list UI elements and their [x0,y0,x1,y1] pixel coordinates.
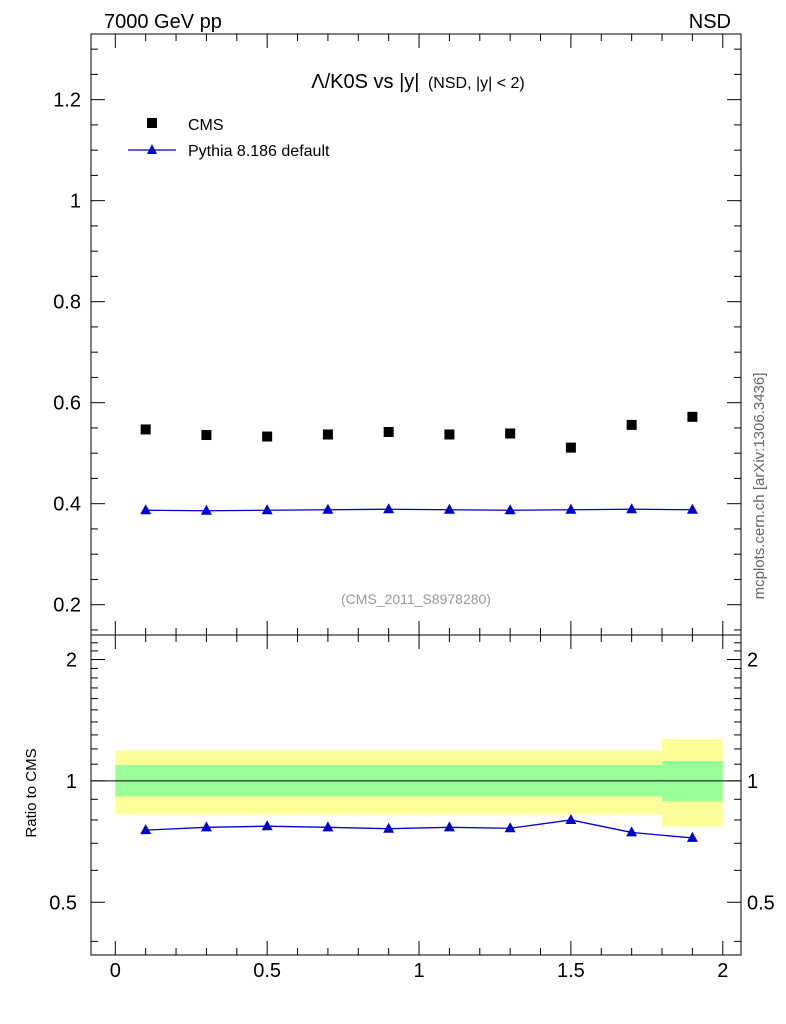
main-y-tick-label: 0.6 [53,393,81,415]
ratio-y-tick-label-left: 1 [66,771,77,793]
source-side-label: mcplots.cern.ch [arXiv:1306.3436] [751,373,768,600]
main-y-tick-label: 1.2 [53,90,81,112]
ratio-point [322,821,334,832]
analysis-id-label: (CMS_2011_S8978280) [341,591,491,607]
ratio-y-tick-label-left: 0.5 [49,892,77,914]
header-energy-label: 7000 GeV pp [104,11,222,33]
ratio-series-line [145,819,693,839]
x-tick-label: 1 [413,960,424,982]
ratio-point [140,824,152,835]
main-axis-ticks: 0.2 0.4 0.6 0.8 1 1.2 [53,48,741,631]
pythia-point [200,504,212,515]
x-tick-label: 0 [110,960,121,982]
pythia-point [140,504,152,515]
pythia-point [565,503,577,514]
ratio-series [140,813,698,842]
cms-point [262,431,273,442]
cms-point [687,411,698,422]
cms-point [565,442,576,453]
plot-title-main: Λ/K0S vs |y| [311,71,419,93]
pythia-point [261,504,273,515]
pythia-point [686,503,698,514]
ratio-point [626,826,638,837]
pythia-point [626,503,638,514]
main-y-tick-label: 0.2 [53,595,81,617]
main-series [140,411,698,515]
ratio-point [443,821,455,832]
x-axis-ticks: 0 0.5 1 1.5 2 [110,34,728,982]
pythia-point [443,503,455,514]
pythia-series-line [145,508,693,512]
cms-point [626,419,637,430]
ratio-point [686,831,698,842]
ratio-point [261,820,273,831]
ratio-y-tick-label-left: 2 [66,649,77,671]
ratio-point [383,822,395,833]
plot-title-sub: (NSD, |y| < 2) [428,75,525,92]
plot-title: Λ/K0S vs |y| (NSD, |y| < 2) [311,71,524,93]
main-y-tick-label: 0.8 [53,292,81,314]
cms-point [383,426,394,437]
x-tick-label: 0.5 [253,960,281,982]
ratio-frame [90,634,742,956]
ratio-y-tick-label-right: 2 [747,649,758,671]
ratio-point [565,813,577,824]
legend-cms-label: CMS [188,117,224,134]
cms-point [444,429,455,440]
pythia-point [383,503,395,514]
ratio-y-tick-label-right: 0.5 [747,892,775,914]
legend-cms-marker [147,118,157,128]
x-tick-label: 2 [717,960,728,982]
ratio-point [504,822,516,833]
cms-point [322,429,333,440]
x-tick-label: 1.5 [557,960,585,982]
cms-point [505,428,516,439]
pythia-point [322,503,334,514]
ratio-axis-ticks: 0.5 0.5 1 1 2 2 [49,642,775,942]
cms-point [140,424,151,435]
pythia-point [504,504,516,515]
legend: CMS Pythia 8.186 default [128,117,330,160]
cms-point [201,430,212,441]
ratio-point [200,821,212,832]
legend-pythia-label: Pythia 8.186 default [188,143,330,160]
ratio-y-tick-label-right: 1 [747,771,758,793]
main-y-tick-label: 0.4 [53,494,81,516]
legend-pythia-marker [147,144,157,154]
ratio-axis-title: Ratio to CMS [23,748,40,837]
main-y-tick-label: 1 [70,191,81,213]
ratio-uncertainty-bands [115,739,723,827]
header-process-label: NSD [689,11,731,33]
